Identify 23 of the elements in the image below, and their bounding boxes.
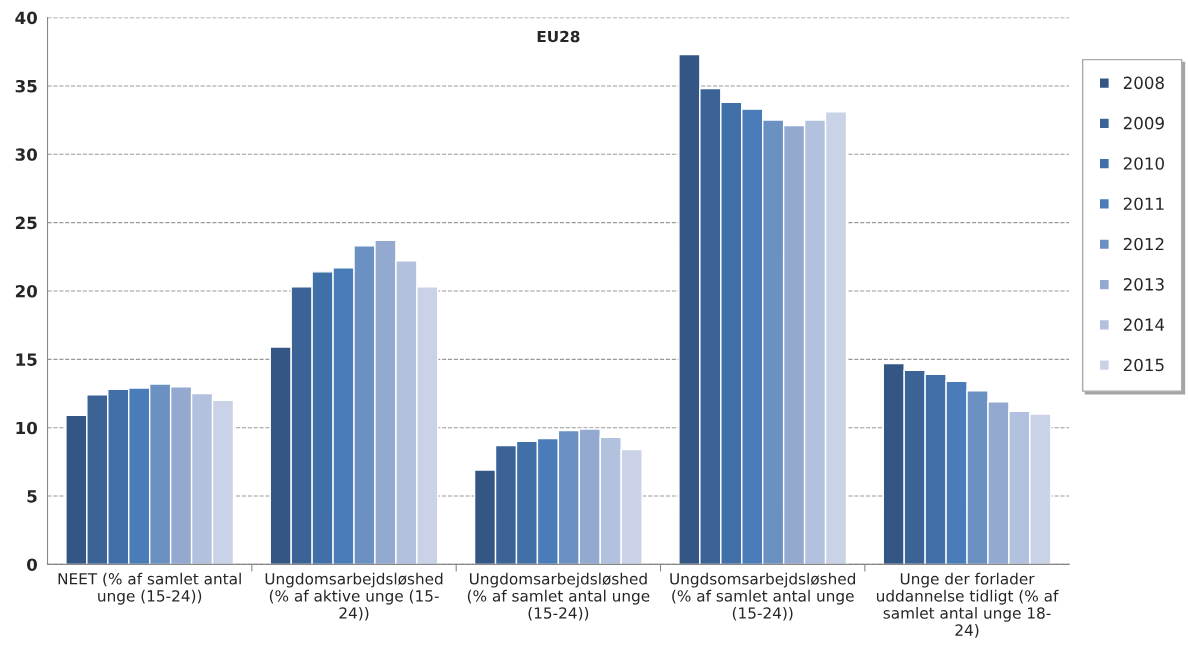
x-tick-label: Ungdomsarbejdsløshed (% af aktive unge (15- 24)) (265, 572, 443, 621)
x-tick-label: NEET (% af samlet antal unge (15-24)) (58, 572, 241, 605)
x-tick-label: Ungdsomsarbejdsløshed (% af samlet antal unge (15-24)) (670, 572, 855, 621)
y-tick-label: 15 (16, 353, 37, 366)
y-tick-label: 20 (15, 284, 37, 298)
x-tick-label: Unge der forlader uddannelse tidligt (% af samlet antal unge 18- 24) (876, 572, 1059, 638)
y-tick-label: 35 (15, 79, 37, 93)
y-tick-label: 40 (15, 11, 37, 25)
y-tick-label: 10 (16, 421, 37, 435)
y-tick-label: 5 (27, 490, 37, 503)
legend-label: 2009 (1123, 116, 1164, 130)
y-tick-label: 30 (15, 148, 37, 161)
legend-label: 2012 (1123, 237, 1164, 251)
x-tick-label: Ungdomsarbejdsløshed (% af samlet antal unge (15-24)) (467, 572, 650, 621)
legend-label: 2011 (1123, 197, 1164, 211)
legend-label: 2014 (1123, 318, 1165, 331)
legend-label: 2013 (1123, 278, 1164, 291)
y-tick-label: 0 (27, 558, 37, 571)
legend-label: 2008 (1123, 76, 1164, 90)
y-tick-label: 25 (15, 216, 37, 230)
legend-label: 2010 (1123, 157, 1164, 170)
legend-label: 2015 (1123, 358, 1164, 372)
text: EU28 (537, 30, 580, 43)
